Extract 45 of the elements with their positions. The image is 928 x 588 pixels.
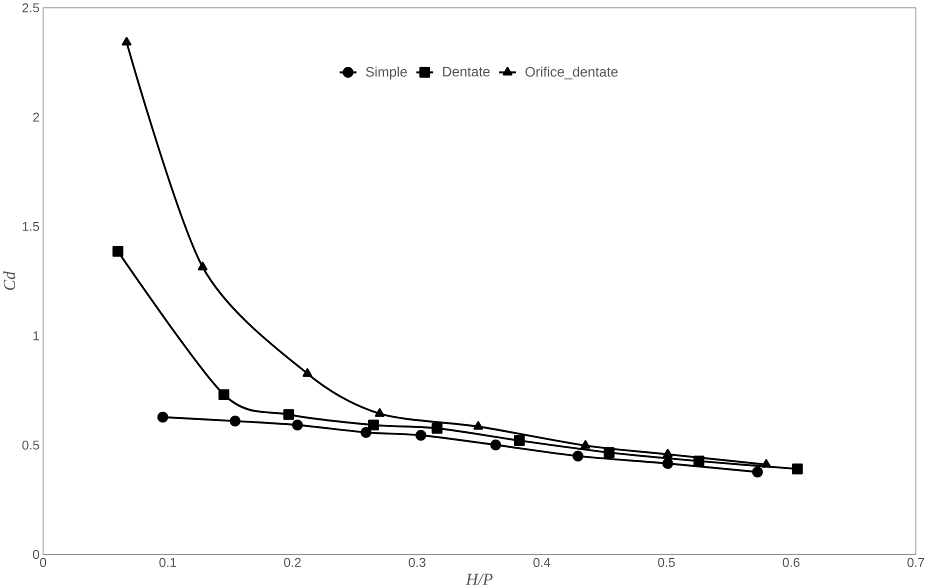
point (662, 448, 673, 458)
point (761, 459, 772, 468)
point (693, 456, 704, 466)
x-tick-label: 0.5 (658, 558, 675, 567)
y-tick-label: 0.5 (22, 440, 40, 450)
point (662, 458, 674, 469)
point (580, 440, 590, 449)
point (198, 262, 208, 270)
point (283, 408, 294, 420)
point (473, 421, 484, 430)
point (360, 426, 372, 438)
point (415, 430, 426, 441)
point (752, 466, 763, 478)
point (157, 412, 168, 422)
point (368, 419, 379, 430)
point (122, 36, 132, 46)
y-tick-label: 1.5 (22, 222, 40, 231)
y-tick-label: 1 (33, 331, 39, 340)
y-tick-label: 2 (33, 112, 39, 122)
point (792, 463, 803, 474)
x-tick-label: 0.4 (533, 558, 550, 567)
point (490, 439, 502, 450)
x-tick-label: 0.6 (782, 558, 800, 567)
point (292, 419, 303, 430)
x-tick-label: 0.1 (159, 558, 176, 567)
y-tick-label: 2.5 (22, 3, 40, 12)
x-axis-title: H/P (466, 574, 493, 585)
point (604, 447, 615, 458)
x-tick-label: 0 (40, 558, 46, 567)
point (230, 416, 241, 426)
y-axis-title: Cd (3, 271, 16, 290)
legend-label: Dentate (443, 66, 490, 76)
point (302, 368, 312, 377)
legend-label: Simple (366, 66, 407, 80)
x-tick-label: 0.3 (408, 558, 426, 567)
x-tick-label: 0.2 (284, 558, 301, 567)
point (374, 408, 385, 417)
point (514, 434, 525, 446)
point (218, 389, 230, 400)
x-tick-label: 0.7 (907, 558, 924, 567)
point (112, 246, 124, 257)
point (572, 450, 584, 462)
y-tick-label: 0 (32, 550, 40, 559)
legend-label: Orifice_dentate (525, 66, 618, 80)
point (432, 422, 442, 434)
